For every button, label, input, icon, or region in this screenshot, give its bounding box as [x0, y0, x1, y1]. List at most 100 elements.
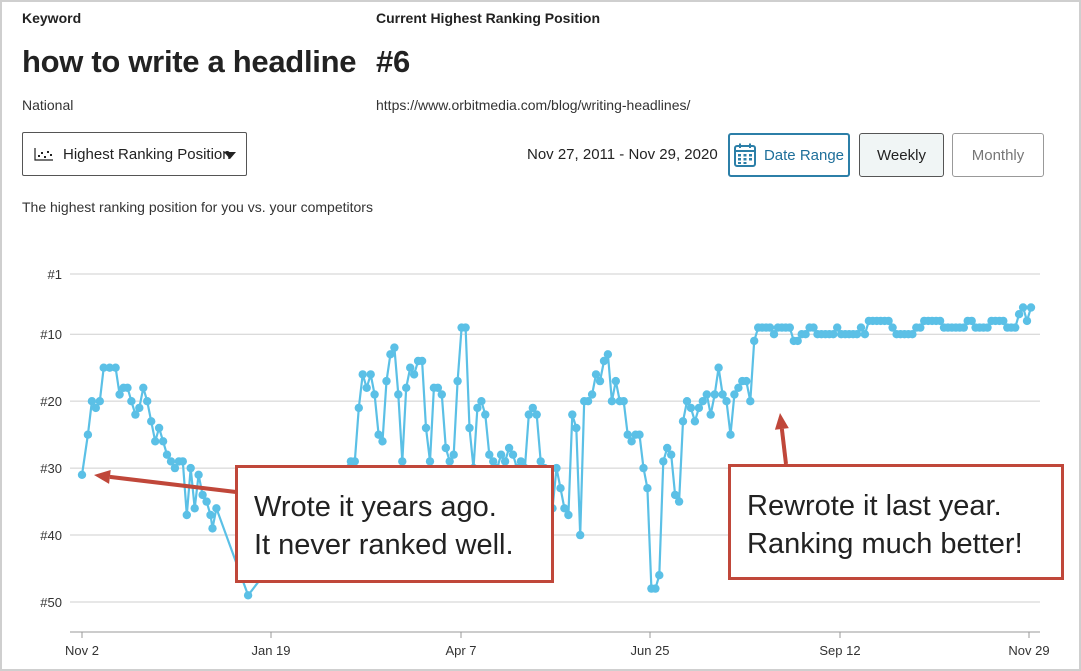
- data-point: [829, 330, 838, 339]
- data-point: [461, 323, 470, 332]
- x-tick-label: Jun 25: [630, 643, 669, 658]
- data-point: [884, 316, 893, 326]
- data-point: [655, 571, 664, 580]
- data-point: [659, 457, 668, 466]
- ranking-url[interactable]: https://www.orbitmedia.com/blog/writing-…: [376, 97, 691, 113]
- position-label: Current Highest Ranking Position: [376, 10, 601, 26]
- data-point: [734, 383, 743, 392]
- data-point: [833, 323, 842, 332]
- data-point: [576, 530, 585, 540]
- chart-description: The highest ranking position for you vs.…: [22, 199, 373, 215]
- right-callout-arrow: [774, 413, 789, 465]
- data-point: [453, 376, 462, 386]
- data-point: [449, 450, 458, 459]
- y-axis-ticks: #1 #10 #20 #30 #40 #50: [40, 267, 62, 610]
- data-point: [623, 430, 632, 439]
- x-tick-label: Nov 29: [1008, 643, 1049, 658]
- data-point: [769, 330, 779, 339]
- data-point: [105, 363, 114, 372]
- data-point: [524, 410, 533, 419]
- data-point: [433, 383, 443, 392]
- data-point: [856, 323, 866, 332]
- chevron-down-icon: [224, 152, 236, 159]
- data-point: [127, 397, 136, 406]
- data-point: [746, 397, 755, 406]
- data-point: [151, 437, 160, 446]
- data-point: [674, 497, 684, 506]
- date-range-button-label: Date Range: [763, 146, 845, 164]
- data-point: [888, 323, 897, 332]
- data-point: [350, 457, 359, 466]
- data-point: [409, 370, 419, 379]
- data-point: [694, 403, 704, 413]
- data-point: [670, 490, 680, 500]
- data-point: [718, 390, 727, 399]
- data-point: [489, 457, 498, 466]
- data-point: [809, 323, 818, 332]
- data-point: [908, 330, 917, 339]
- data-point: [663, 443, 672, 453]
- data-point: [860, 330, 870, 339]
- data-point: [742, 376, 751, 386]
- data-point: [485, 450, 494, 459]
- data-point: [198, 490, 207, 500]
- data-point: [639, 463, 648, 473]
- data-point: [599, 356, 609, 366]
- y-tick-label: #40: [40, 528, 62, 543]
- monthly-button[interactable]: Monthly: [952, 133, 1044, 177]
- data-point: [793, 336, 802, 346]
- data-point: [202, 497, 211, 506]
- data-point: [77, 470, 87, 479]
- data-point: [402, 383, 411, 392]
- data-point: [406, 363, 415, 372]
- data-point: [591, 370, 601, 379]
- data-point: [445, 457, 454, 466]
- data-point: [959, 323, 968, 332]
- data-point: [714, 363, 723, 372]
- data-point: [690, 417, 700, 426]
- data-point: [190, 504, 199, 513]
- data-point: [496, 450, 506, 459]
- metric-select[interactable]: Highest Ranking Position: [22, 132, 247, 176]
- date-range-button[interactable]: Date Range: [728, 133, 850, 177]
- data-point: [208, 524, 217, 533]
- y-tick-label: #50: [40, 595, 62, 610]
- position-value: #6: [376, 44, 410, 79]
- weekly-button[interactable]: Weekly: [859, 133, 944, 177]
- data-point: [398, 457, 407, 466]
- data-point: [212, 504, 221, 513]
- data-point: [967, 316, 976, 326]
- data-point: [386, 350, 395, 359]
- data-point: [568, 410, 577, 419]
- data-point: [583, 397, 593, 406]
- data-point: [370, 390, 379, 399]
- data-point: [607, 397, 617, 406]
- data-point: [421, 423, 431, 433]
- data-point: [564, 510, 573, 520]
- data-point: [91, 403, 101, 413]
- callout-arrows: [94, 413, 789, 494]
- data-point: [504, 443, 514, 453]
- data-point: [158, 437, 168, 446]
- data-point: [706, 410, 715, 419]
- data-point: [682, 397, 692, 406]
- data-point: [1022, 316, 1032, 326]
- data-point: [678, 417, 688, 426]
- callout-right: Rewrote it last year. Ranking much bette…: [728, 464, 1064, 580]
- data-point: [710, 390, 719, 399]
- data-point: [619, 397, 628, 406]
- data-point: [111, 363, 120, 372]
- data-point: [358, 370, 367, 379]
- keyword-value: how to write a headline: [22, 44, 357, 79]
- region-label: National: [22, 97, 74, 113]
- data-point: [83, 430, 93, 439]
- data-point: [139, 383, 148, 392]
- data-point: [87, 397, 97, 406]
- data-point: [726, 430, 735, 439]
- left-callout-arrow: [94, 469, 237, 494]
- data-point: [528, 403, 537, 413]
- data-point: [552, 463, 561, 473]
- x-tick-label: Apr 7: [445, 643, 476, 658]
- data-point: [801, 330, 810, 339]
- data-point: [686, 403, 696, 413]
